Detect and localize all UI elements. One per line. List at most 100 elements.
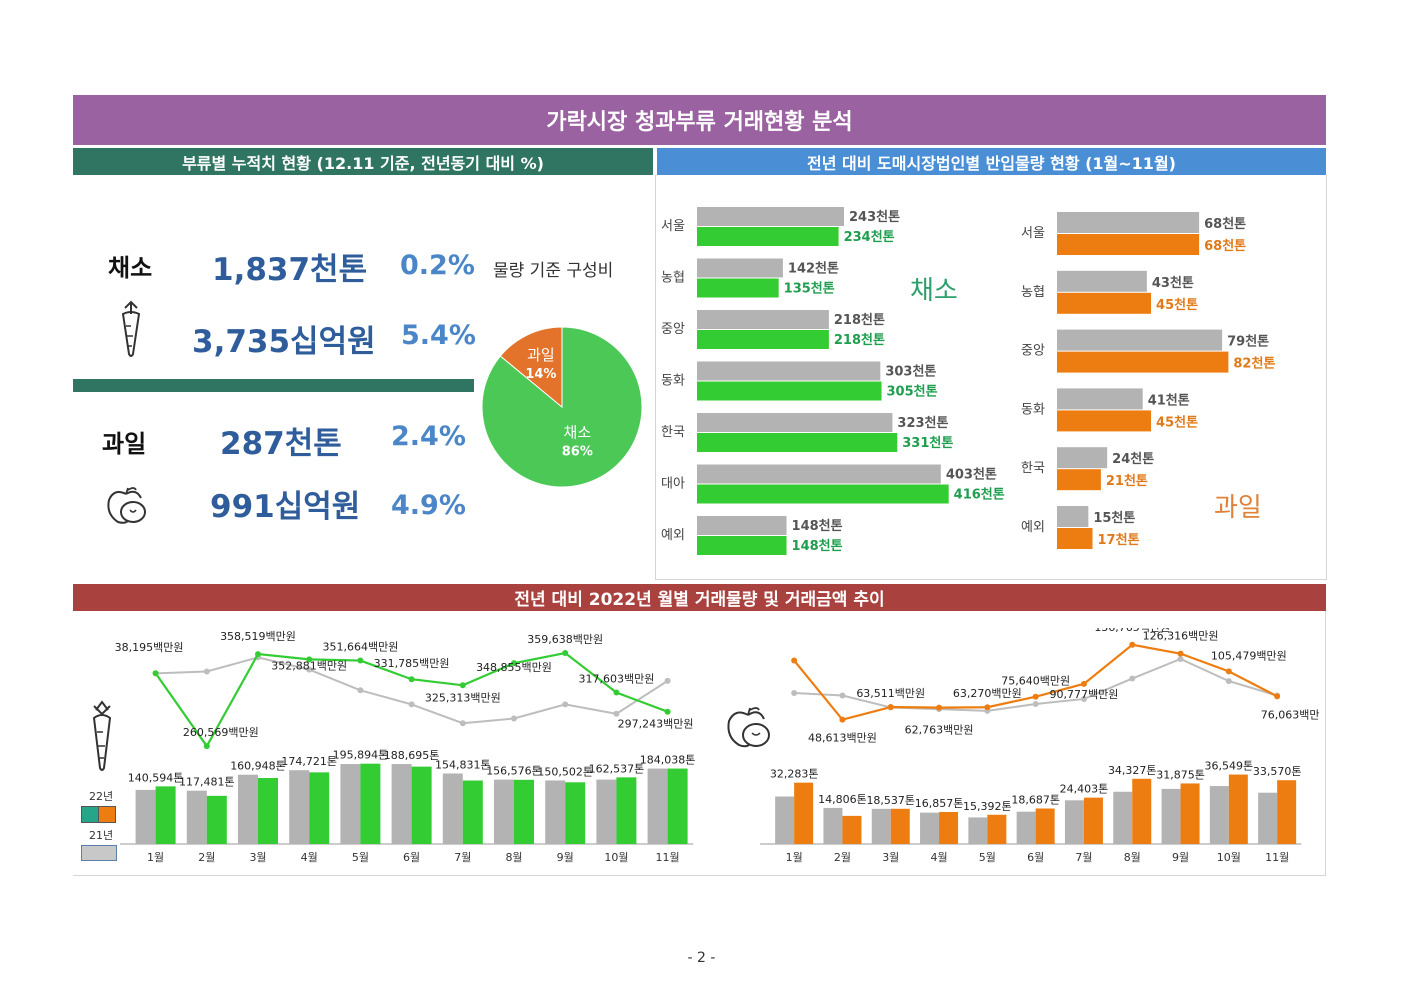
line-current-point <box>152 670 159 677</box>
month-label: 9월 <box>1172 851 1189 864</box>
line-value-label: 348,855백만원 <box>476 661 552 674</box>
line-current-point <box>887 704 894 711</box>
bar-current <box>939 811 959 844</box>
bar-current <box>1228 774 1248 844</box>
bar-current <box>697 330 829 349</box>
bar-current <box>565 782 586 844</box>
bar-prev-label: 24천톤 <box>1112 452 1154 467</box>
line-prev-point <box>562 701 569 708</box>
month-label: 10월 <box>1217 851 1241 864</box>
bar-prev <box>1057 270 1147 292</box>
line-current-point <box>984 704 991 711</box>
bar-current <box>1035 808 1055 844</box>
month-label: 8월 <box>1124 851 1141 864</box>
bar-current-label: 21천톤 <box>1106 474 1148 489</box>
bar-prev <box>1209 786 1229 844</box>
month-label: 3월 <box>249 851 266 864</box>
bar-current-label: 148천톤 <box>792 539 843 554</box>
fruit-market-bar-chart: 서울68천톤68천톤농협43천톤45천톤중앙79천톤82천톤동화41천톤45천톤… <box>1021 212 1275 549</box>
legend-22-label: 22년 <box>89 790 114 803</box>
line-value-label: 297,243백만원 <box>618 718 694 731</box>
carrot-icon <box>121 300 141 357</box>
bar-current <box>616 777 637 844</box>
carrot-icon <box>92 700 112 771</box>
line-current-point <box>306 656 313 663</box>
line-value-label: 325,313백만원 <box>425 691 501 704</box>
category-label: 한국 <box>1021 461 1045 476</box>
bar-value-label: 16,857톤 <box>915 797 964 810</box>
line-current-point <box>408 676 415 683</box>
line-value-label: 359,638백만원 <box>527 633 603 646</box>
category-label: 예외 <box>1021 520 1045 535</box>
bar-value-label: 156,576톤 <box>486 765 542 778</box>
line-prev-point <box>1177 656 1184 662</box>
month-label: 2월 <box>198 851 215 864</box>
bar-prev <box>697 516 787 535</box>
line-current-point <box>1129 641 1136 648</box>
bar-current <box>360 763 381 844</box>
bar-prev <box>697 310 829 329</box>
line-value-label: 105,479백만원 <box>1211 649 1287 662</box>
month-label: 8월 <box>505 851 522 864</box>
line-prev-point <box>1080 695 1087 702</box>
month-label: 9월 <box>557 851 574 864</box>
line-prev-point <box>357 687 364 694</box>
bar-value-label: 31,875톤 <box>1156 768 1205 781</box>
bar-value-label: 34,327톤 <box>1108 764 1157 777</box>
bar-prev <box>1258 792 1278 844</box>
bottom-panel-frame <box>73 611 1326 876</box>
bar-prev <box>697 207 845 226</box>
right-header-text: 전년 대비 도매시장법인별 반입물량 현황 (1월~11월) <box>807 153 1176 173</box>
bottom-header-text: 전년 대비 2022년 월별 거래물량 및 거래금액 추이 <box>514 590 885 610</box>
legend-21-swatch <box>81 845 117 861</box>
bar-prev-label: 15천톤 <box>1093 511 1135 526</box>
month-label: 2월 <box>834 851 851 864</box>
pie-slice-fruit <box>499 326 563 409</box>
bar-value-label: 184,038톤 <box>640 754 696 767</box>
bar-current-label: 82천톤 <box>1233 357 1275 372</box>
bar-value-label: 154,831톤 <box>435 758 491 771</box>
bar-current <box>1057 410 1152 432</box>
bar-prev <box>289 770 310 844</box>
bar-current-label: 234천톤 <box>844 230 895 245</box>
bar-current <box>411 766 432 844</box>
pie-value-fruit: 14% <box>525 367 556 382</box>
bar-prev <box>697 464 941 484</box>
bar-value-label: 188,695톤 <box>384 749 440 762</box>
veg-volume-pct: 0.2% <box>400 250 475 281</box>
bar-prev <box>647 768 668 844</box>
veg-chart-label: 채소 <box>910 276 958 306</box>
category-label: 동화 <box>661 374 685 389</box>
bar-prev-label: 68천톤 <box>1204 217 1246 232</box>
bar-prev <box>1161 788 1181 844</box>
fruit-label: 과일 <box>102 430 147 458</box>
section-divider <box>73 379 474 392</box>
bar-prev-label: 218천톤 <box>834 313 885 328</box>
bar-current-label: 416천톤 <box>954 488 1005 503</box>
bar-current-label: 45천톤 <box>1156 298 1198 313</box>
bar-current-label: 218천톤 <box>834 333 885 348</box>
bar-prev-label: 323천톤 <box>897 416 948 431</box>
bar-prev <box>775 796 795 844</box>
line-value-label: 48,613백만원 <box>808 732 877 745</box>
veg-amount: 3,735십억원 <box>192 324 376 360</box>
month-label: 1월 <box>147 851 164 864</box>
line-value-label: 338,195백만원 <box>115 641 184 654</box>
bar-current <box>155 786 176 844</box>
bar-prev <box>871 808 891 844</box>
category-label: 중앙 <box>661 322 685 337</box>
month-label: 5월 <box>979 851 996 864</box>
line-prev-point <box>306 666 313 673</box>
month-label: 5월 <box>352 851 369 864</box>
line-prev-point <box>1225 678 1232 685</box>
category-label: 중앙 <box>1021 344 1045 359</box>
line-prev-point <box>1032 701 1039 708</box>
month-label: 11월 <box>1265 851 1289 864</box>
bar-prev-label: 148천톤 <box>792 519 843 534</box>
line-prev-point <box>664 677 671 684</box>
category-label: 서울 <box>1021 226 1045 241</box>
bar-prev <box>442 773 463 844</box>
apple-icon <box>107 487 146 524</box>
line-prev-point <box>203 668 210 675</box>
